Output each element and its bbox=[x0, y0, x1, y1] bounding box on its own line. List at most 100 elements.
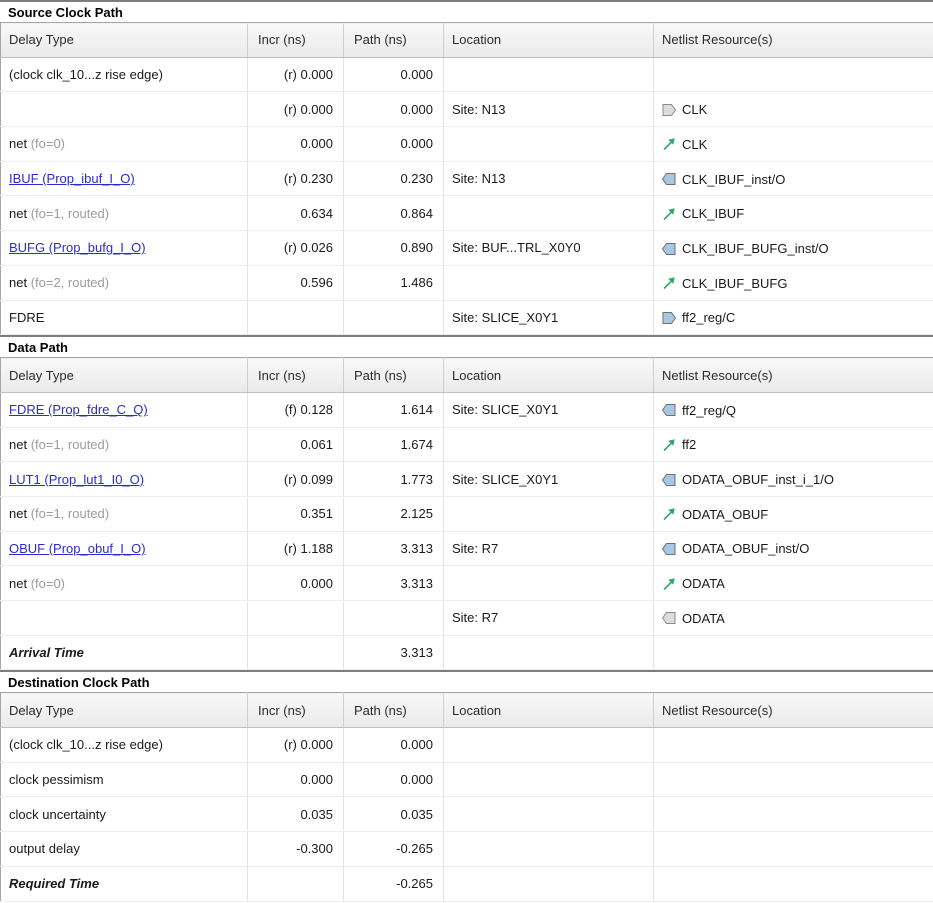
path-cell: 3.313 bbox=[343, 635, 444, 671]
output-port-icon bbox=[661, 612, 676, 625]
delay-type-label: (clock clk_10...z rise edge) bbox=[9, 737, 163, 753]
table-row[interactable]: net (fo=1, routed) 0.351 2.125 ODATA_OBUF bbox=[0, 496, 933, 532]
incr-cell: 0.035 bbox=[247, 796, 344, 833]
column-header-delay-type[interactable]: Delay Type bbox=[0, 22, 248, 58]
path-cell: 0.035 bbox=[343, 796, 444, 833]
netlist-resource-cell bbox=[653, 796, 933, 833]
table-row[interactable]: IBUF (Prop_ibuf_I_O) (r) 0.230 0.230 Site: … bbox=[0, 161, 933, 197]
table-row[interactable]: OBUF (Prop_obuf_I_O) (r) 1.188 3.313 Site: … bbox=[0, 531, 933, 567]
table-row[interactable]: net (fo=1, routed) 0.061 1.674 ff2 bbox=[0, 427, 933, 463]
delay-type-cell: FDRE bbox=[0, 300, 248, 336]
column-header-path[interactable]: Path (ns) bbox=[343, 22, 444, 58]
column-header-delay-type[interactable]: Delay Type bbox=[0, 357, 248, 393]
netlist-resource-cell: ODATA bbox=[653, 565, 933, 601]
table-row[interactable]: (clock clk_10...z rise edge) (r) 0.000 0.0… bbox=[0, 727, 933, 763]
resource-label: ODATA bbox=[682, 576, 725, 592]
location-cell: Site: SLICE_X0Y1 bbox=[443, 461, 654, 497]
resource-label: ODATA_OBUF bbox=[682, 506, 769, 522]
incr-cell: 0.351 bbox=[247, 496, 344, 532]
delay-type-link[interactable]: FDRE (Prop_fdre_C_Q) bbox=[9, 402, 148, 418]
table-row[interactable]: Site: R7 ODATA bbox=[0, 600, 933, 636]
delay-type-cell: FDRE (Prop_fdre_C_Q) bbox=[0, 392, 248, 428]
column-header-netlist-resources[interactable]: Netlist Resource(s) bbox=[653, 357, 933, 393]
path-cell: 1.486 bbox=[343, 265, 444, 301]
delay-type-detail: (fo=0) bbox=[27, 136, 66, 152]
delay-type-label: net bbox=[9, 136, 28, 152]
column-header-netlist-resources[interactable]: Netlist Resource(s) bbox=[653, 692, 933, 729]
output-pin-icon bbox=[661, 242, 676, 255]
table-row[interactable]: output delay -0.300 -0.265 bbox=[0, 831, 933, 867]
incr-cell: (r) 0.000 bbox=[247, 727, 344, 763]
incr-cell bbox=[247, 866, 344, 902]
path-cell: -0.265 bbox=[343, 831, 444, 867]
incr-cell: (r) 0.000 bbox=[247, 91, 344, 128]
delay-type-link[interactable]: IBUF (Prop_ibuf_I_O) bbox=[9, 171, 135, 187]
table-row[interactable]: net (fo=0) 0.000 0.000 CLK bbox=[0, 126, 933, 162]
delay-type-cell: BUFG (Prop_bufg_I_O) bbox=[0, 230, 248, 266]
timing-table: Delay Type Incr (ns) Path (ns) Location Netl… bbox=[0, 692, 933, 902]
delay-type-link[interactable]: OBUF (Prop_obuf_I_O) bbox=[9, 540, 146, 556]
location-cell: Site: BUF...TRL_X0Y0 bbox=[443, 230, 654, 266]
delay-type-label: clock pessimism bbox=[9, 772, 104, 788]
netlist-resource-cell: CLK_IBUF_BUFG_inst/O bbox=[653, 230, 933, 266]
column-header-incr[interactable]: Incr (ns) bbox=[247, 692, 344, 729]
table-row[interactable]: Required Time -0.265 bbox=[0, 866, 933, 902]
table-row[interactable]: (clock clk_10...z rise edge) (r) 0.000 0.0… bbox=[0, 57, 933, 93]
table-row[interactable]: Arrival Time 3.313 bbox=[0, 635, 933, 671]
table-row[interactable]: FDRE (Prop_fdre_C_Q) (f) 0.128 1.614 Site: … bbox=[0, 392, 933, 428]
netlist-resource-cell bbox=[653, 762, 933, 798]
table-row[interactable]: clock pessimism 0.000 0.000 bbox=[0, 762, 933, 798]
column-header-location[interactable]: Location bbox=[443, 357, 654, 393]
column-header-netlist-resources[interactable]: Netlist Resource(s) bbox=[653, 22, 933, 58]
path-cell: 3.313 bbox=[343, 565, 444, 601]
netlist-resource-cell: CLK bbox=[653, 126, 933, 162]
delay-type-cell: (clock clk_10...z rise edge) bbox=[0, 57, 248, 93]
delay-type-cell bbox=[0, 91, 248, 128]
column-header-location[interactable]: Location bbox=[443, 22, 654, 58]
output-pin-icon bbox=[661, 404, 676, 417]
netlist-resource-cell: ODATA bbox=[653, 600, 933, 636]
resource-label: ff2_reg/C bbox=[682, 310, 736, 326]
column-header-incr[interactable]: Incr (ns) bbox=[247, 22, 344, 58]
path-cell: 1.674 bbox=[343, 427, 444, 463]
output-pin-icon bbox=[661, 543, 676, 555]
column-header-location[interactable]: Location bbox=[443, 692, 654, 729]
incr-cell: (r) 0.000 bbox=[247, 57, 344, 93]
netlist-resource-cell bbox=[653, 57, 933, 93]
path-cell: 0.000 bbox=[343, 57, 444, 93]
net-icon bbox=[662, 137, 676, 151]
location-cell bbox=[443, 635, 654, 671]
path-cell: 3.313 bbox=[343, 531, 444, 567]
table-row[interactable]: net (fo=1, routed) 0.634 0.864 CLK_IBUF bbox=[0, 195, 933, 232]
column-header-path[interactable]: Path (ns) bbox=[343, 357, 444, 393]
location-cell: Site: SLICE_X0Y1 bbox=[443, 300, 654, 336]
table-row[interactable]: (r) 0.000 0.000 Site: N13 CLK bbox=[0, 91, 933, 128]
location-cell bbox=[443, 866, 654, 902]
table-row[interactable]: clock uncertainty 0.035 0.035 bbox=[0, 796, 933, 833]
table-row[interactable]: LUT1 (Prop_lut1_I0_O) (r) 0.099 1.773 Site:… bbox=[0, 461, 933, 497]
location-cell: Site: SLICE_X0Y1 bbox=[443, 392, 654, 428]
delay-type-link[interactable]: LUT1 (Prop_lut1_I0_O) bbox=[9, 471, 145, 487]
section-title: Source Clock Path bbox=[0, 0, 933, 22]
netlist-resource-cell: ff2_reg/C bbox=[653, 300, 933, 336]
delay-type-label: FDRE bbox=[9, 309, 45, 325]
net-icon bbox=[662, 507, 676, 521]
table-row[interactable]: BUFG (Prop_bufg_I_O) (r) 0.026 0.890 Site: … bbox=[0, 230, 933, 266]
column-header-delay-type[interactable]: Delay Type bbox=[0, 692, 248, 729]
delay-type-link[interactable]: BUFG (Prop_bufg_I_O) bbox=[9, 240, 146, 256]
table-row[interactable]: FDRE Site: SLICE_X0Y1 ff2_reg/C bbox=[0, 300, 933, 336]
path-cell: 0.000 bbox=[343, 126, 444, 162]
delay-type-cell: IBUF (Prop_ibuf_I_O) bbox=[0, 161, 248, 197]
path-cell: 1.773 bbox=[343, 461, 444, 497]
delay-type-label: net bbox=[9, 275, 28, 291]
path-cell: 0.230 bbox=[343, 161, 444, 197]
incr-cell: (f) 0.128 bbox=[247, 392, 344, 428]
delay-type-label: clock uncertainty bbox=[9, 806, 106, 822]
header-row: Delay Type Incr (ns) Path (ns) Location Netl… bbox=[0, 692, 933, 729]
location-cell bbox=[443, 427, 654, 463]
table-row[interactable]: net (fo=0) 0.000 3.313 ODATA bbox=[0, 565, 933, 601]
column-header-incr[interactable]: Incr (ns) bbox=[247, 357, 344, 393]
table-row[interactable]: net (fo=2, routed) 0.596 1.486 CLK_IBUF_BUF… bbox=[0, 265, 933, 301]
column-header-path[interactable]: Path (ns) bbox=[343, 692, 444, 729]
delay-type-label: (clock clk_10...z rise edge) bbox=[9, 67, 163, 83]
